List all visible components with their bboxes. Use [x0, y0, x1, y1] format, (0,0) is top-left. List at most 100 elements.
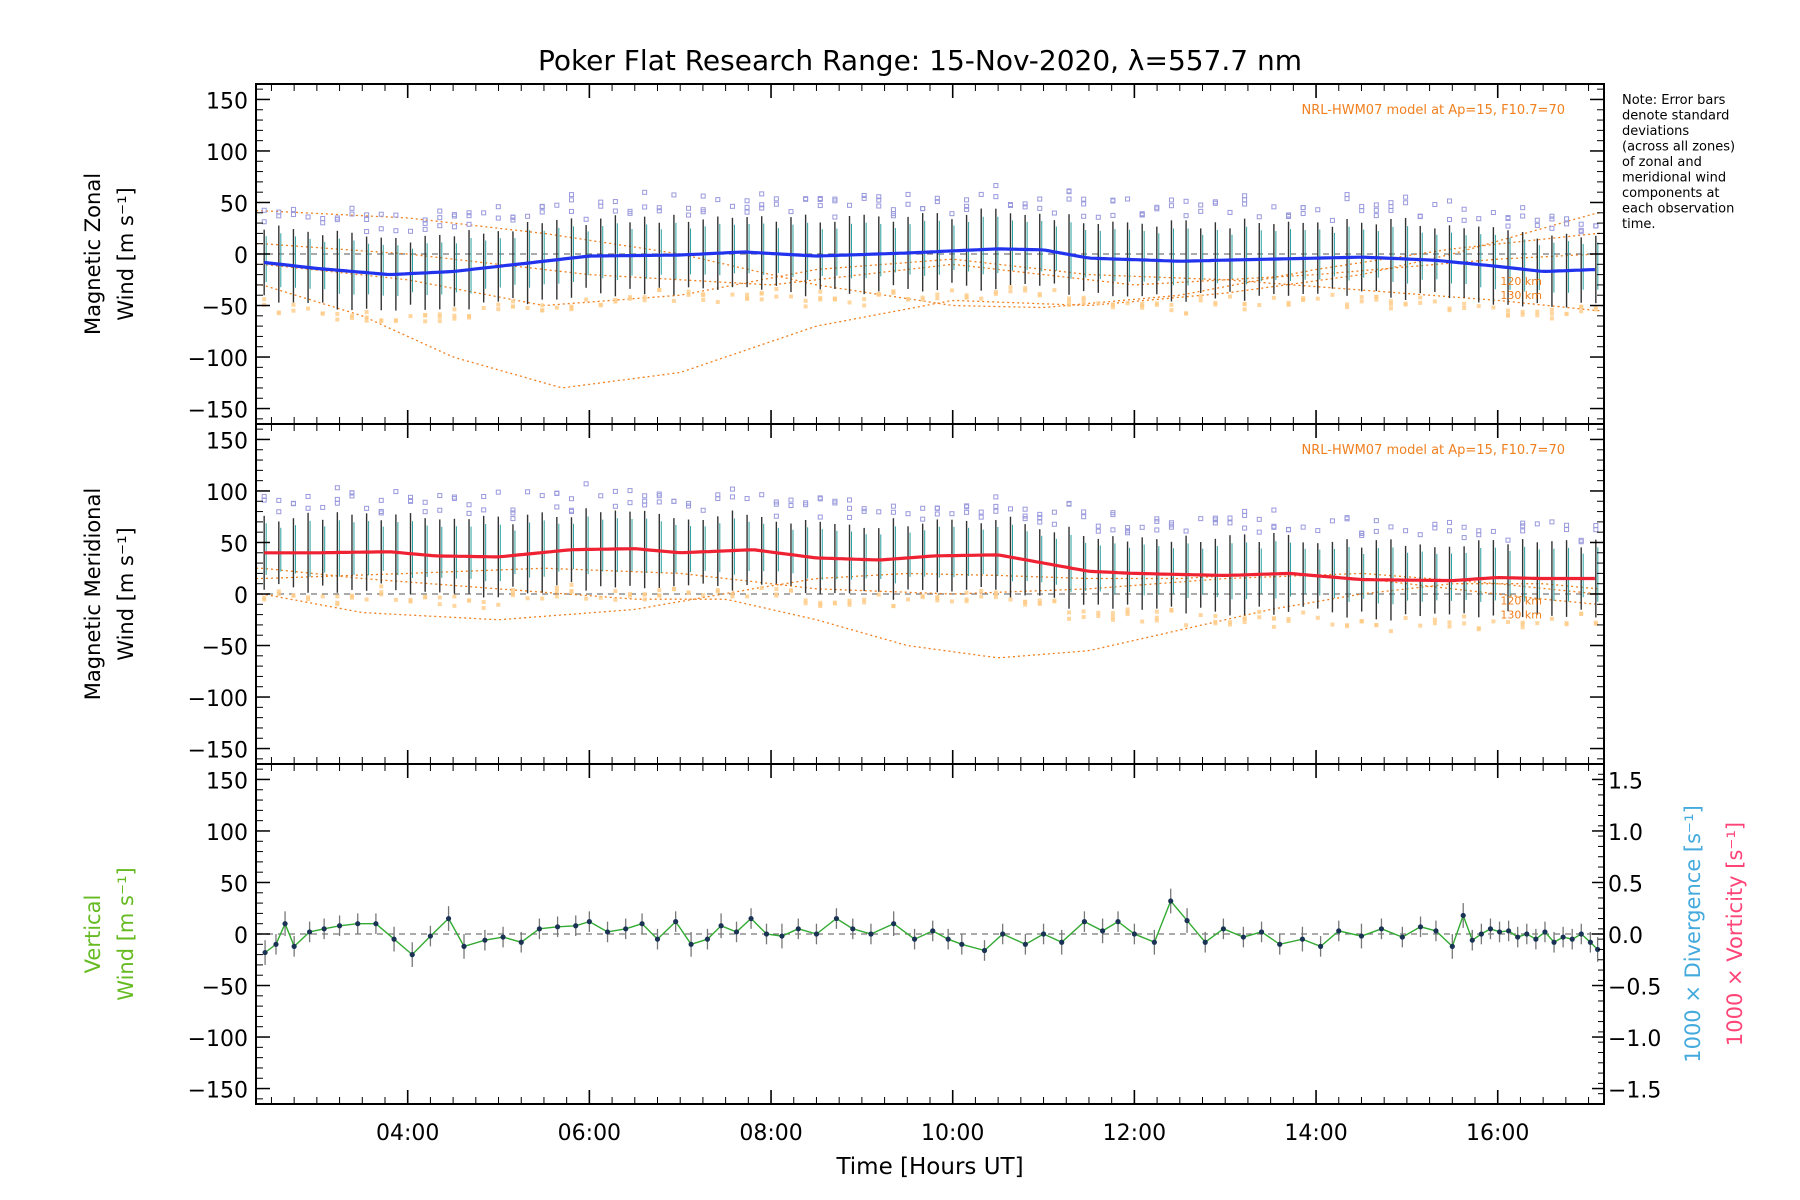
data-point	[688, 941, 694, 947]
zone-point	[496, 302, 501, 307]
zone-point	[364, 309, 369, 314]
zone-point	[803, 598, 808, 603]
zone-point	[964, 293, 969, 298]
zone-point	[568, 197, 574, 203]
zone-point	[1403, 200, 1409, 206]
zone-point	[305, 493, 311, 499]
zone-point	[1242, 525, 1248, 531]
zone-point	[686, 212, 692, 218]
data-point	[1551, 939, 1557, 945]
zone-point	[745, 594, 750, 599]
data-point	[1417, 924, 1424, 930]
zone-point	[773, 499, 779, 505]
zone-point	[1403, 615, 1408, 620]
meridional-wind-panel: NRL-HWM07 model at Ap=15, F10.7=70 120 km…	[81, 423, 1605, 765]
zone-point	[861, 193, 867, 199]
zone-point	[744, 204, 750, 210]
zone-point	[1549, 307, 1554, 312]
data-point	[518, 939, 524, 945]
zone-point	[276, 213, 282, 219]
data-point	[911, 936, 918, 942]
zone-point	[1520, 523, 1526, 529]
data-point	[1399, 934, 1405, 940]
y-tick-label: −100	[188, 1027, 248, 1052]
zone-point	[1461, 535, 1467, 541]
zone-point	[1286, 618, 1291, 623]
zone-point	[715, 492, 721, 498]
zone-point	[613, 297, 618, 302]
zone-point	[876, 592, 881, 597]
zone-point	[1461, 206, 1467, 212]
data-point	[1460, 912, 1466, 919]
zone-point	[1446, 198, 1452, 204]
x-tick-label: 06:00	[558, 1121, 621, 1146]
vertical-wind-panel: Vertical Wind [m s⁻¹] 1.5 1.0 0.5 0.0 −0.5 −1.0…	[81, 763, 1747, 1180]
zone-point	[437, 319, 442, 324]
zone-point	[774, 587, 779, 592]
zone-point	[906, 597, 911, 602]
y-tick-label: −50	[202, 976, 248, 1001]
data-point	[554, 924, 561, 930]
zone-point	[598, 199, 604, 205]
data-point	[1542, 929, 1548, 935]
zone-point	[1490, 528, 1496, 534]
zone-point	[1329, 518, 1335, 524]
zone-point	[1403, 528, 1409, 534]
data-point	[1506, 928, 1512, 934]
zone-point	[613, 597, 618, 602]
zone-point	[1081, 301, 1086, 306]
zone-point	[1095, 214, 1101, 220]
zone-point	[1154, 301, 1159, 306]
zone-point	[1125, 196, 1131, 202]
zone-point	[1008, 597, 1013, 602]
zone-point	[378, 497, 384, 503]
zone-point	[1095, 528, 1101, 534]
zone-point	[979, 594, 984, 599]
zone-point	[1535, 621, 1540, 626]
zone-point	[1432, 525, 1438, 531]
zone-point	[1140, 303, 1145, 308]
y-tick-label: −100	[188, 347, 248, 372]
zone-point	[1110, 197, 1116, 203]
data-point	[500, 934, 506, 940]
zone-point	[1359, 299, 1364, 304]
data-point	[1115, 919, 1121, 925]
zone-point	[759, 492, 765, 498]
zone-point	[671, 498, 677, 504]
data-point	[1560, 934, 1566, 940]
zone-point	[920, 206, 926, 212]
zone-point	[1579, 304, 1584, 309]
y-tick-label: 100	[206, 821, 248, 846]
zone-point	[290, 206, 296, 212]
zone-point	[964, 597, 969, 602]
zone-point	[964, 590, 969, 595]
zone-point	[1257, 615, 1262, 620]
y-axis-label: Magnetic Meridional	[81, 488, 105, 700]
zone-point	[1008, 289, 1013, 294]
y2-tick-label: 0.5	[1608, 872, 1643, 897]
note-line: time.	[1622, 217, 1656, 232]
data-point	[1184, 918, 1190, 924]
zone-point	[832, 601, 837, 606]
data-point	[604, 929, 611, 935]
zone-point	[1051, 521, 1057, 527]
zone-point	[612, 208, 618, 214]
data-point	[1299, 936, 1306, 942]
zone-point	[1022, 516, 1028, 522]
zone-point	[920, 297, 925, 302]
meridional-wind-line	[264, 547, 1595, 583]
zone-point	[437, 507, 443, 513]
zone-point	[1301, 296, 1306, 301]
zone-point	[1418, 295, 1423, 300]
data-point	[1202, 939, 1208, 945]
zone-point	[788, 588, 793, 593]
zone-point	[306, 595, 311, 600]
zone-point	[686, 289, 691, 294]
zone-point	[437, 602, 442, 607]
zone-point	[1446, 217, 1452, 223]
zone-point	[554, 490, 560, 496]
zone-point	[1037, 514, 1043, 520]
zone-point	[861, 506, 867, 512]
zone-point	[1345, 623, 1350, 628]
